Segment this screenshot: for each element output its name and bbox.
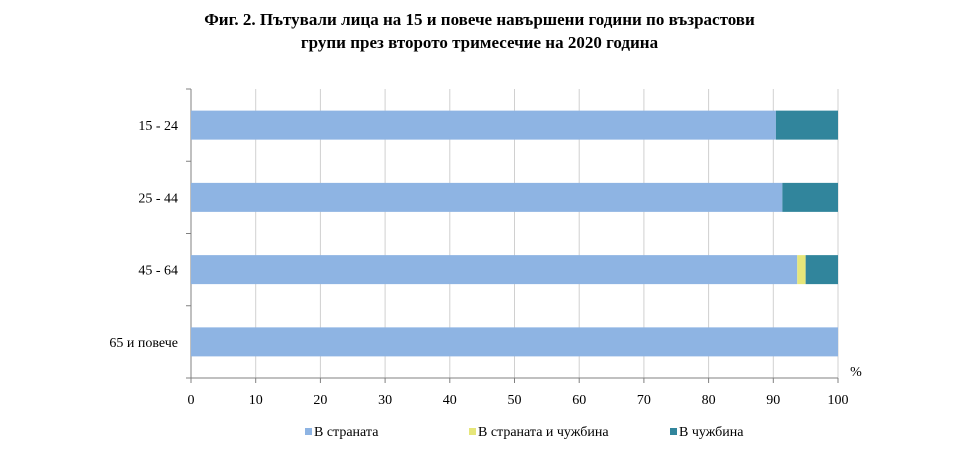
x-tick-label: 100 — [828, 393, 849, 408]
x-tick-label: 40 — [443, 393, 457, 408]
legend-label: В страната — [314, 425, 379, 440]
x-tick-label: 10 — [249, 393, 263, 408]
x-tick-label: 80 — [702, 393, 716, 408]
bar-segment — [805, 255, 838, 285]
x-tick-label: 70 — [637, 393, 651, 408]
category-label: 45 - 64 — [138, 264, 178, 279]
bar-segment — [191, 255, 798, 285]
x-tick-label: 90 — [766, 393, 780, 408]
x-tick-label: 50 — [508, 393, 522, 408]
legend-label: В страната и чужбина — [478, 425, 609, 440]
bar-segment — [191, 110, 776, 140]
chart-title-line-1: Фиг. 2. Пътували лица на 15 и повече нав… — [204, 10, 755, 29]
bar-segment — [782, 182, 838, 212]
category-label: 65 и повече — [109, 336, 178, 351]
x-axis-unit-label: % — [850, 365, 862, 380]
bar-segment — [191, 327, 838, 357]
legend-swatch — [305, 428, 312, 435]
bar-segment — [797, 255, 806, 285]
x-tick-label: 0 — [188, 393, 195, 408]
category-label: 15 - 24 — [138, 119, 178, 134]
legend-label: В чужбина — [679, 425, 744, 440]
category-label: 25 - 44 — [138, 191, 178, 206]
chart-title: Фиг. 2. Пътували лица на 15 и повече нав… — [0, 8, 959, 54]
x-tick-label: 30 — [378, 393, 392, 408]
legend-swatch — [670, 428, 677, 435]
bar-segment — [775, 110, 838, 140]
x-tick-label: 20 — [313, 393, 327, 408]
legend-swatch — [469, 428, 476, 435]
bar-segment — [191, 182, 783, 212]
x-tick-label: 60 — [572, 393, 586, 408]
chart-title-line-2: групи през второто тримесечие на 2020 го… — [300, 33, 659, 52]
